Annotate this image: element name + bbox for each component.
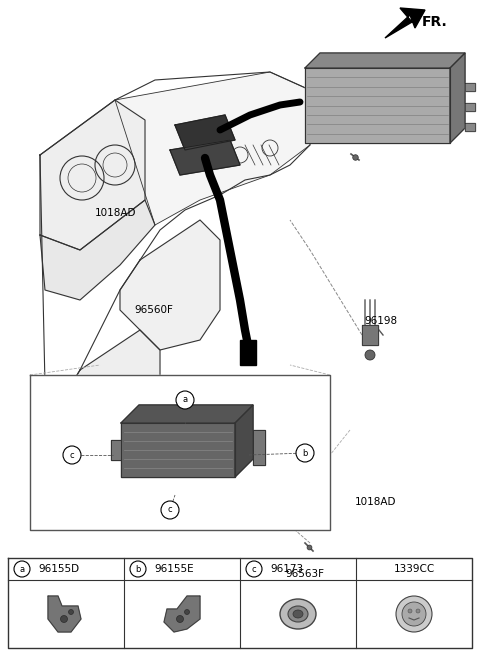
Polygon shape [65,330,160,460]
Text: b: b [135,565,141,573]
Polygon shape [40,100,145,250]
Text: 1018AD: 1018AD [96,208,137,218]
Text: 96155D: 96155D [38,564,79,574]
Text: 96563F: 96563F [286,569,324,579]
Ellipse shape [293,610,303,618]
Polygon shape [240,340,256,365]
Polygon shape [362,325,378,345]
Polygon shape [175,115,235,150]
Polygon shape [465,103,475,111]
Polygon shape [121,423,235,477]
Polygon shape [450,53,465,143]
Polygon shape [253,430,265,465]
Circle shape [365,350,375,360]
Text: FR.: FR. [422,15,448,29]
Polygon shape [170,140,240,175]
Polygon shape [465,123,475,131]
Circle shape [402,602,426,626]
Circle shape [177,615,183,623]
Circle shape [184,609,190,615]
Circle shape [63,446,81,464]
Polygon shape [305,53,465,68]
Polygon shape [40,200,155,300]
Text: 1339CC: 1339CC [394,564,434,574]
Text: b: b [302,449,308,457]
Circle shape [408,609,412,613]
Polygon shape [465,83,475,91]
Ellipse shape [280,599,316,629]
Polygon shape [111,440,121,460]
Polygon shape [164,596,200,632]
Circle shape [416,609,420,613]
Polygon shape [120,220,220,350]
Text: a: a [182,396,188,405]
Polygon shape [8,558,472,648]
Polygon shape [305,68,450,143]
Ellipse shape [288,606,308,622]
Polygon shape [235,405,253,477]
Circle shape [161,501,179,519]
Polygon shape [115,72,310,225]
Text: 96173: 96173 [270,564,303,574]
Text: c: c [252,565,256,573]
Polygon shape [121,405,253,423]
Polygon shape [30,375,330,530]
Text: c: c [70,451,74,459]
Circle shape [69,609,73,615]
Polygon shape [385,8,425,38]
Text: 96198: 96198 [365,316,398,327]
Text: 96560F: 96560F [134,305,173,315]
Circle shape [396,596,432,632]
Text: 96155E: 96155E [154,564,193,574]
Polygon shape [48,596,81,632]
Text: 1018AD: 1018AD [355,497,396,507]
Circle shape [176,391,194,409]
Circle shape [296,444,314,462]
Text: a: a [19,565,24,573]
Text: c: c [168,506,172,514]
Circle shape [60,615,68,623]
